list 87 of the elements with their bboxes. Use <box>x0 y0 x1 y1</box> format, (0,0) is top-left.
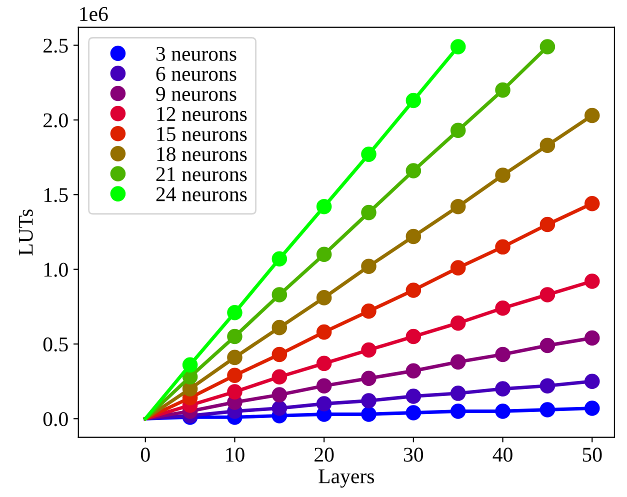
point <box>272 369 288 385</box>
point <box>316 198 332 214</box>
y-tick-label: 2.5 <box>44 38 68 53</box>
point <box>450 354 466 370</box>
point <box>406 363 422 379</box>
point <box>316 396 332 412</box>
point <box>316 246 332 262</box>
y-tick-label: 2.0 <box>44 113 68 128</box>
point <box>540 378 556 394</box>
point <box>495 346 510 362</box>
point <box>584 374 600 389</box>
point <box>227 350 242 366</box>
point <box>227 304 242 320</box>
point <box>316 290 332 306</box>
point <box>272 320 288 336</box>
point <box>361 370 376 386</box>
point <box>495 168 510 183</box>
point <box>272 387 288 402</box>
point <box>272 287 288 302</box>
text: 1e6 <box>80 7 108 22</box>
point <box>182 357 198 373</box>
point <box>584 196 600 212</box>
point <box>272 251 288 266</box>
point <box>316 324 332 340</box>
point <box>584 400 600 416</box>
point <box>406 92 422 108</box>
point <box>361 258 376 274</box>
point <box>450 39 466 54</box>
point <box>584 330 600 346</box>
point <box>540 338 556 354</box>
x-tick-label: 50 <box>582 448 602 462</box>
point <box>227 328 242 344</box>
point <box>450 315 466 331</box>
point <box>406 328 422 344</box>
point <box>316 356 332 372</box>
point <box>540 287 556 302</box>
point <box>540 39 556 54</box>
point <box>406 282 422 298</box>
point <box>495 300 510 316</box>
point <box>450 386 466 401</box>
point <box>584 274 600 289</box>
legend-label: 24 neurons <box>156 187 247 202</box>
point <box>495 239 510 255</box>
legend-label: 18 neurons <box>157 147 247 162</box>
x-tick-label: 40 <box>492 448 512 462</box>
point <box>361 146 376 162</box>
x-tick-label: 20 <box>314 448 334 462</box>
point <box>495 404 510 419</box>
point <box>450 260 466 276</box>
point <box>450 122 466 138</box>
x-tick-label: 0 <box>140 448 150 462</box>
point <box>584 108 600 124</box>
point <box>316 378 332 394</box>
point <box>495 82 510 98</box>
x-tick-label: 10 <box>226 448 244 462</box>
y-tick-label: 0.5 <box>43 337 68 352</box>
y-axis-title: LUTs <box>18 210 33 256</box>
point <box>361 406 376 422</box>
point <box>540 138 556 153</box>
point <box>450 198 466 214</box>
point <box>227 384 242 400</box>
point <box>272 346 288 362</box>
point <box>450 404 466 419</box>
point <box>540 216 556 232</box>
legend-label: 6 neurons <box>156 66 236 81</box>
point <box>540 402 556 418</box>
legend-label: 21 neurons <box>156 167 247 182</box>
point <box>361 393 376 408</box>
legend-label: 15 neurons <box>157 127 247 142</box>
x-tick-label: 30 <box>404 448 424 462</box>
x-axis-title: Layers <box>318 470 374 488</box>
y-tick-label: 0.0 <box>43 412 68 426</box>
y-tick-label: 1.0 <box>44 262 68 277</box>
legend-label: 9 neurons <box>156 86 236 101</box>
legend-label: 12 neurons <box>157 107 247 122</box>
y-tick-label: 1.5 <box>44 188 68 202</box>
point <box>272 400 288 416</box>
point <box>495 381 510 396</box>
point <box>361 342 376 358</box>
point <box>406 388 422 404</box>
point <box>406 405 422 420</box>
legend-label: 3 neurons <box>156 46 236 61</box>
point <box>227 368 242 384</box>
point <box>361 204 376 220</box>
point <box>406 163 422 178</box>
point <box>406 228 422 244</box>
point <box>361 304 376 319</box>
